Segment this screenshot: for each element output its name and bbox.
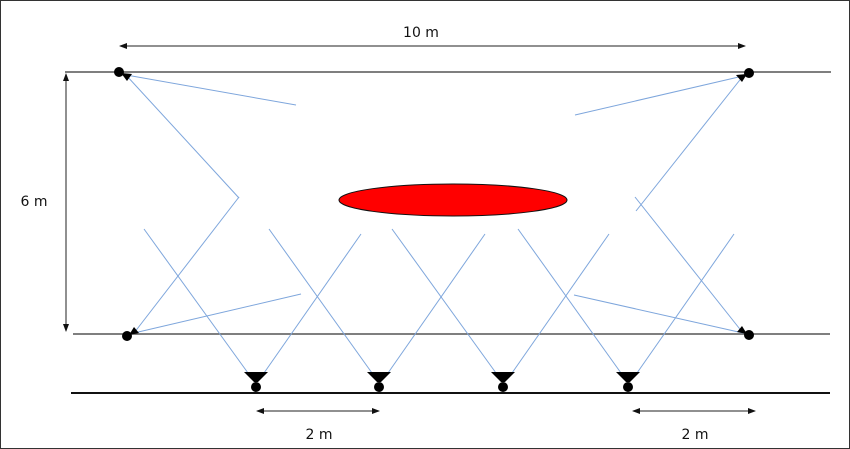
side-beams bbox=[125, 74, 744, 334]
nozzle-3 bbox=[491, 372, 515, 392]
height-label: 6 m bbox=[21, 194, 48, 210]
sensor-top-right bbox=[736, 68, 754, 82]
spacing-label-right: 2 m bbox=[682, 427, 709, 443]
nozzle-4 bbox=[616, 372, 640, 392]
nozzle-beams bbox=[143, 228, 735, 374]
sensor-top-left bbox=[114, 67, 132, 81]
sensor-lower-left bbox=[122, 327, 139, 341]
sensor-lower-right bbox=[737, 326, 754, 340]
target-ellipse bbox=[338, 183, 568, 217]
width-label: 10 m bbox=[403, 25, 439, 41]
nozzle-1 bbox=[244, 372, 268, 392]
spacing-label-left: 2 m bbox=[306, 427, 333, 443]
nozzle-2 bbox=[367, 372, 391, 392]
